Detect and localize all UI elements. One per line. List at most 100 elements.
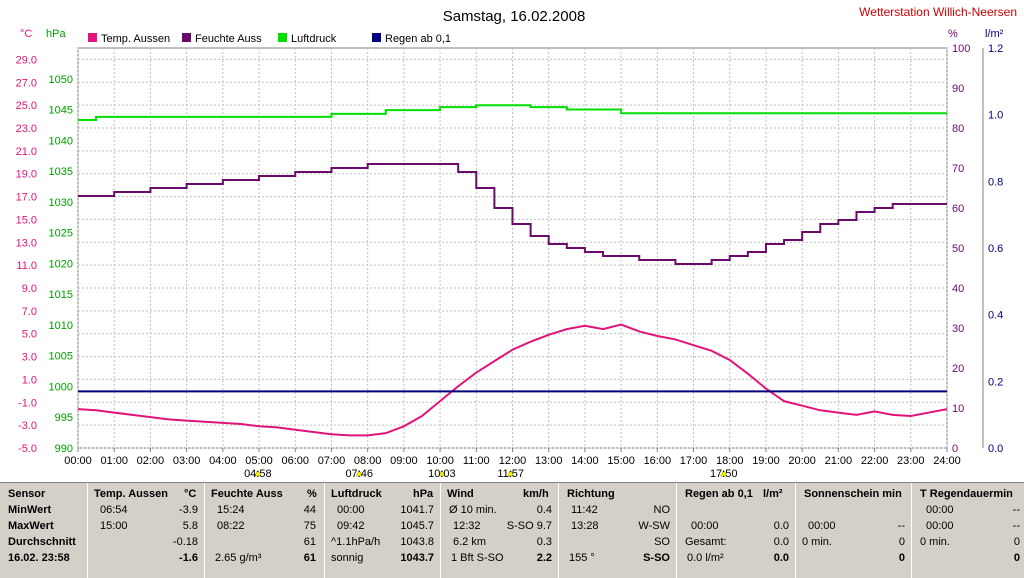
col-sunshine: Sonnenschein min 00:00 -- 0 min. 0 0 [796, 483, 912, 578]
col-rain-duration: T Regendauermin 00:00 -- 00:00 -- 0 min.… [912, 483, 1024, 578]
x-tick-label: 09:00 [390, 455, 418, 467]
wind-current-value: 2.2 [536, 552, 552, 564]
tick-label-temp: 3.0 [22, 352, 37, 364]
legend-swatch-temp [88, 33, 97, 42]
rain-total-value: 0.0 [773, 536, 789, 548]
sun-head: Sonnenschein min [804, 488, 902, 500]
tick-label-temp: 19.0 [16, 169, 37, 181]
dir-max-time: 13:28 [571, 520, 599, 532]
time-marker [507, 469, 515, 477]
legend-swatch-pressure [278, 33, 287, 42]
dir-degree: 155 ° [569, 552, 595, 564]
sensor-avg: Durchschnitt [8, 536, 76, 548]
hum-max-time: 08:22 [217, 520, 245, 532]
tick-label-pressure: 1000 [49, 381, 73, 393]
col-wind: Wind km/h Ø 10 min. 0.4 12:32 S-SO 9.7 6… [441, 483, 559, 578]
stats-panel: Sensor MinWert MaxWert Durchschnitt 16.0… [0, 482, 1024, 578]
x-tick-label: 12:00 [499, 455, 527, 467]
legend-label-temp: Temp. Aussen [101, 33, 170, 45]
tick-label-temp: 29.0 [16, 54, 37, 66]
tick-label-humidity: 80 [952, 123, 964, 135]
sensor-head: Sensor [8, 488, 46, 500]
tick-label-pressure: 1015 [49, 289, 73, 301]
tick-label-pressure: 1010 [49, 320, 73, 332]
rain-current-value: 0.0 [773, 552, 789, 564]
x-tick-label: 20:00 [788, 455, 816, 467]
chart-title: Samstag, 16.02.2008 [443, 8, 586, 25]
legend: Temp. Aussen Feuchte Auss Luftdruck Rege… [88, 33, 451, 45]
x-tick-label: 24:00 [933, 455, 961, 467]
time-marker [355, 469, 363, 477]
tick-label-temp: 5.0 [22, 329, 37, 341]
rdur-min-value: -- [1012, 504, 1020, 516]
x-tick-label: 11:00 [463, 455, 490, 467]
unit-percent: % [948, 28, 958, 40]
sensor-min: MinWert [8, 504, 52, 516]
x-tick-label: 08:00 [354, 455, 382, 467]
press-min-time: 00:00 [337, 504, 365, 516]
dir-current-value: S-SO [643, 552, 670, 564]
grid-horizontal [78, 58, 947, 449]
tick-label-humidity: 30 [952, 323, 964, 335]
unit-celsius: °C [20, 28, 32, 40]
x-tick-label: 19:00 [752, 455, 780, 467]
x-tick-label: 06:00 [281, 455, 309, 467]
press-max-time: 09:42 [337, 520, 365, 532]
temp-max-time: 15:00 [100, 520, 128, 532]
tick-label-temp: 23.0 [16, 123, 37, 135]
sun-time: 00:00 [808, 520, 836, 532]
tick-label-humidity: 10 [952, 403, 964, 415]
weather-chart: Samstag, 16.02.2008 Wetterstation Willic… [16, 5, 1017, 480]
hum-min-value: 44 [303, 504, 316, 516]
tick-label-humidity: 60 [952, 203, 964, 215]
rain-time: 00:00 [691, 520, 719, 532]
rdur-minutes-value: 0 [1013, 536, 1020, 548]
tick-label-temp: -1.0 [18, 397, 37, 409]
x-tick-label: 18:00 [716, 455, 744, 467]
col-direction: Richtung 11:42 NO 13:28 W-SW SO 155 ° S-… [559, 483, 677, 578]
tick-label-humidity: 20 [952, 363, 964, 375]
press-state: sonnig [331, 552, 364, 564]
tick-label-temp: -5.0 [18, 443, 37, 455]
tick-label-rain: 0.6 [988, 243, 1003, 255]
col-temp: Temp. Aussen °C 06:54 -3.9 15:00 5.8 -0.… [88, 483, 205, 578]
tick-label-pressure: 1030 [49, 197, 73, 209]
tick-label-pressure: 995 [55, 412, 73, 424]
tick-label-pressure: 1005 [49, 351, 73, 363]
x-tick-label: 05:00 [245, 455, 273, 467]
wind-head: Wind [447, 488, 474, 500]
rain-head: Regen ab 0,1 [685, 488, 753, 500]
time-marker-label: 07:46 [345, 468, 373, 480]
rdur-current-value: 0 [1013, 552, 1020, 564]
x-tick-label: 10:00 [426, 455, 454, 467]
sun-value: -- [897, 520, 905, 532]
tick-label-rain: 0.8 [988, 176, 1003, 188]
temp-current-value: -1.6 [179, 552, 198, 564]
time-marker [720, 469, 728, 477]
temp-avg-value: -0.18 [172, 536, 198, 548]
sensor-date: 16.02. 23:58 [8, 552, 70, 564]
hum-unit: % [307, 488, 317, 500]
col-rain: Regen ab 0,1 l/m² 00:00 0.0 Gesamt: 0.0 … [677, 483, 796, 578]
temp-min-time: 06:54 [100, 504, 128, 516]
unit-hpa: hPa [46, 28, 66, 40]
sun-minutes-value: 0 [898, 536, 905, 548]
wind-max-value: S-SO 9.7 [506, 520, 552, 532]
tick-label-humidity: 40 [952, 283, 964, 295]
hum-head: Feuchte Auss [211, 488, 283, 500]
dir-head: Richtung [567, 488, 615, 500]
tick-label-rain: 0.0 [988, 443, 1003, 455]
tick-label-temp: 9.0 [22, 283, 37, 295]
tick-label-temp: -3.0 [18, 420, 37, 432]
wind-max-time: 12:32 [453, 520, 481, 532]
hum-max-value: 75 [303, 520, 316, 532]
axis-pressure: 1050 1045 1040 1035 1030 1025 1020 1015 1010 1005… [49, 74, 73, 455]
tick-label-temp: 25.0 [16, 100, 37, 112]
station-name: Wetterstation Willich-Neersen [859, 5, 1017, 19]
x-tick-label: 04:00 [209, 455, 237, 467]
dir-min-value: NO [653, 504, 671, 516]
axis-rain: 1.2 1.0 0.8 0.6 0.4 0.2 0.0 [982, 43, 1003, 455]
rdur-head: T Regendauermin [920, 488, 1013, 500]
press-max-value: 1045.7 [400, 520, 434, 532]
